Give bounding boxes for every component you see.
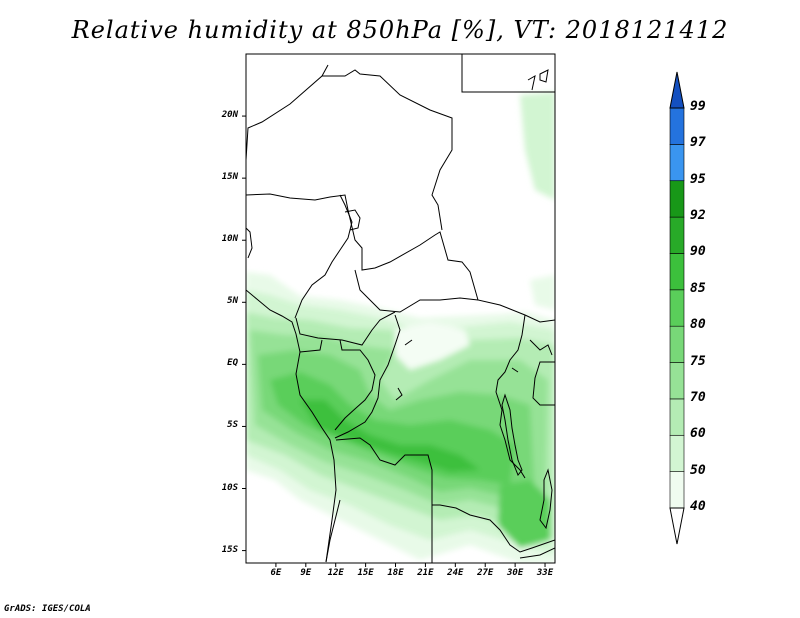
colorbar-box [669,362,685,400]
lat-tick-label: 5N [227,296,238,307]
rh-ne-patch [530,275,555,310]
lon-tick-label: 24E [447,568,464,578]
rh-85-90-region [300,400,480,472]
colorbar-level-label: 60 [690,426,706,442]
lat-tick-label: 15S [221,544,238,555]
colorbar-level-label: 40 [690,499,706,514]
colorbar-min-arrow [669,507,685,545]
colorbar-level-label: 70 [690,389,706,405]
colorbar-level-label: 75 [690,353,706,369]
lat-tick-label: 15N [221,172,238,183]
lon-tick-label: 18E [387,568,404,578]
lake-victoria-rivers [395,69,553,401]
country-boundaries [246,54,555,563]
lat-tick-label: 10N [221,234,238,245]
colorbar-box [669,289,685,327]
rh-ne-strip [520,92,555,200]
lat-tick-label: 5S [227,420,238,431]
rh-se-patch [498,480,550,548]
axis-ticks [242,115,546,567]
map-frame [245,53,556,564]
lon-tick-label: 9E [300,568,312,578]
border-east [495,314,555,479]
colorbar-level-label: 92 [690,208,706,224]
border-central [295,269,479,431]
border-north [246,54,555,323]
coastline-west [246,64,337,563]
colorbar-box [669,325,685,363]
colorbar-max-arrow [669,71,685,109]
lon-tick-label: 21E [417,568,434,578]
colorbar-box [669,144,685,182]
colorbar-box [669,216,685,254]
colorbar-level-label: 99 [690,99,706,114]
humidity-shading [246,92,555,563]
lake-malawi [539,468,553,530]
grads-credit: GrADS: IGES/COLA [4,604,91,614]
border-congo-drc [334,314,555,553]
colorbar-level-label: 95 [690,171,706,187]
lon-tick-label: 15E [357,568,374,578]
lat-tick-label: EQ [227,358,238,369]
colorbar-box [669,398,685,436]
lat-tick-label: 10S [221,482,238,493]
lat-tick-label: 20N [221,110,238,121]
colorbar-level-label: 90 [690,244,706,260]
colorbar-box [669,253,685,291]
border-south [325,499,555,563]
dry-patch [395,322,470,370]
colorbar-level-label: 97 [690,135,706,151]
colorbar-level-label: 80 [690,317,706,333]
colorbar-level-label: 85 [690,280,706,296]
lon-tick-label: 33E [536,568,554,578]
lon-tick-label: 27E [477,568,494,578]
colorbar-level-label: 50 [690,462,706,478]
map-title: Relative humidity at 850hPa [%], VT: 201… [71,16,729,44]
border-nigeria-cameroon [294,194,361,319]
colorbar-box [669,434,685,472]
lake-tanganyika [501,393,523,476]
lon-tick-label: 30E [506,568,524,578]
colorbar-box [669,180,685,218]
colorbar-box [669,471,685,509]
colorbar-box [669,107,685,145]
colorbar [669,71,685,545]
lon-tick-label: 6E [270,568,282,578]
lon-tick-label: 12E [327,568,344,578]
